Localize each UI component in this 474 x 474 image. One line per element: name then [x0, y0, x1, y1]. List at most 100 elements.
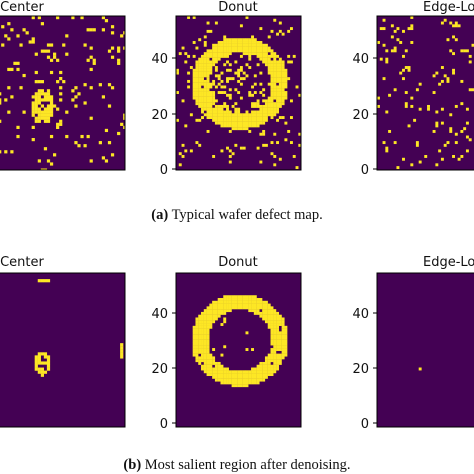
defect-cell — [264, 116, 268, 120]
defect-cell — [206, 60, 210, 64]
defect-cell — [228, 43, 232, 47]
defect-cell — [209, 370, 213, 374]
wafer-map-center-b — [0, 273, 125, 427]
defect-cell — [203, 79, 207, 83]
defect-cell — [223, 41, 227, 44]
defect-cell — [37, 352, 41, 356]
defect-cell — [245, 348, 249, 351]
defect-cell — [256, 116, 260, 120]
defect-cell — [209, 361, 213, 365]
defect-cell — [242, 373, 246, 377]
defect-cell — [253, 298, 257, 301]
defect-cell — [251, 110, 254, 114]
defect-cell — [248, 375, 252, 379]
caption-b: (b) Most salient region after denoising. — [123, 457, 350, 473]
defect-cell — [262, 43, 266, 47]
defect-cell — [220, 303, 224, 307]
defect-cell — [262, 110, 266, 114]
defect-cell — [253, 38, 257, 42]
defect-cell — [237, 121, 241, 125]
defect-cell — [454, 21, 458, 25]
defect-cell — [253, 306, 257, 310]
defect-cell — [120, 122, 124, 126]
defect-cell — [43, 95, 48, 99]
defect-cell — [201, 328, 204, 332]
defect-cell — [214, 121, 218, 125]
defect-cell — [217, 49, 221, 53]
defect-cell — [256, 367, 260, 371]
defect-cell — [251, 38, 254, 42]
defect-cell — [234, 370, 238, 374]
defect-cell — [234, 143, 238, 147]
defect-cell — [284, 85, 288, 89]
defect-cell — [34, 367, 38, 371]
defect-cell — [201, 66, 204, 69]
defect-cell — [262, 364, 266, 368]
defect-cell — [262, 57, 266, 61]
defect-cell — [83, 43, 87, 47]
tick-label: 40 — [151, 52, 168, 67]
defect-cell — [276, 88, 280, 92]
defect-cell — [226, 52, 229, 56]
wafer-map-edge-a — [377, 16, 474, 170]
defect-cell — [267, 323, 271, 326]
defect-cell — [253, 124, 257, 128]
defect-cell — [273, 364, 277, 368]
defect-cell — [253, 113, 257, 117]
defect-cell — [251, 306, 254, 310]
defect-cell — [262, 93, 266, 97]
defect-cell — [209, 116, 213, 120]
tick-label: 0 — [361, 163, 369, 178]
defect-cell — [40, 370, 44, 374]
defect-cell — [273, 331, 277, 335]
defect-cell — [276, 104, 280, 108]
defect-cell — [259, 52, 263, 56]
defect-cell — [195, 339, 199, 343]
defect-cell — [217, 300, 221, 304]
defect-cell — [34, 95, 38, 99]
defect-cell — [212, 60, 216, 64]
defect-cell — [107, 141, 112, 145]
defect-cell — [234, 46, 238, 50]
defect-cell — [284, 345, 288, 349]
defect-cell — [37, 116, 41, 120]
defect-cell — [206, 359, 210, 363]
defect-cell — [209, 85, 213, 89]
defect-cell — [43, 168, 48, 170]
defect-cell — [270, 309, 274, 313]
defect-cell — [281, 339, 285, 343]
defect-cell — [278, 342, 282, 346]
defect-cell — [284, 328, 288, 332]
defect-cell — [267, 110, 271, 114]
defect-cell — [245, 370, 249, 374]
defect-cell — [37, 355, 41, 359]
defect-cell — [242, 306, 246, 310]
defect-cell — [284, 68, 288, 72]
defect-cell — [239, 116, 243, 120]
defect-cell — [259, 311, 263, 315]
defect-cell — [217, 91, 221, 94]
defect-cell — [248, 303, 252, 307]
defect-cell — [192, 350, 196, 354]
defect-cell — [295, 166, 299, 170]
defect-cell — [393, 46, 397, 50]
defect-cell — [237, 91, 241, 94]
defect-cell — [46, 49, 51, 53]
defect-cell — [248, 370, 252, 374]
defect-cell — [209, 317, 213, 321]
defect-cell — [251, 309, 254, 313]
defect-cell — [203, 113, 207, 117]
defect-cell — [460, 102, 464, 106]
defect-cell — [237, 298, 241, 301]
defect-cell — [212, 99, 216, 103]
tick-label: 0 — [361, 417, 369, 432]
defect-cell — [212, 46, 216, 50]
defect-cell — [281, 350, 285, 354]
defect-cell — [46, 119, 51, 123]
defect-cell — [220, 43, 224, 47]
defect-cell — [256, 63, 260, 67]
defect-cell — [264, 311, 268, 315]
defect-cell — [110, 55, 115, 59]
defect-cell — [253, 118, 257, 122]
defect-cell — [276, 345, 280, 349]
